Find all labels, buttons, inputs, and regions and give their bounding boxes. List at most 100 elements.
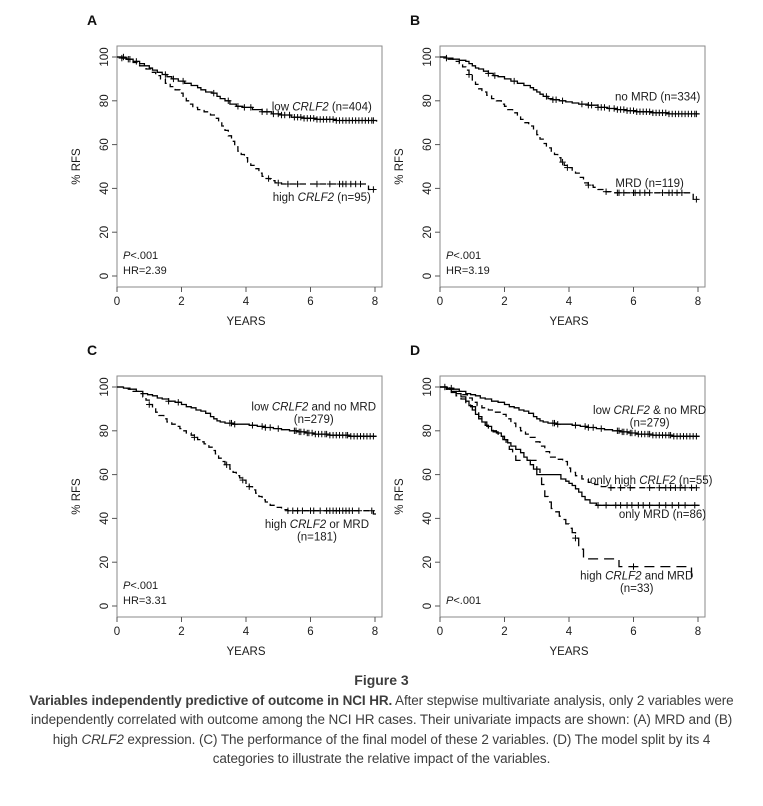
y-tick-label: 40 xyxy=(422,512,434,525)
y-tick-label: 60 xyxy=(422,468,434,481)
x-tick-label: 0 xyxy=(114,626,120,638)
stat-text: P<.001 xyxy=(123,580,158,592)
plot-box xyxy=(116,45,383,288)
y-tick-label: 80 xyxy=(99,94,111,107)
stat-text: HR=3.31 xyxy=(123,595,167,607)
y-tick-label: 60 xyxy=(99,138,111,151)
series-label: (n=33) xyxy=(620,583,654,595)
survival-curve xyxy=(117,386,377,437)
series-label: only MRD (n=86) xyxy=(619,509,706,521)
y-axis-title: % RFS xyxy=(71,148,83,185)
y-tick-label: 60 xyxy=(422,138,434,151)
survival-curve xyxy=(440,386,700,489)
x-tick-label: 4 xyxy=(566,296,573,308)
stat-text: HR=2.39 xyxy=(123,265,167,277)
plot-box xyxy=(116,375,383,618)
y-tick-label: 80 xyxy=(422,94,434,107)
series-label: high CRLF2 and MRD xyxy=(580,570,693,582)
survival-curve xyxy=(117,56,375,191)
caption-segment: Variables independently predictive of ou… xyxy=(29,693,393,708)
x-tick-label: 6 xyxy=(307,296,313,308)
series-label: low CRLF2 (n=404) xyxy=(272,101,372,113)
x-tick-label: 0 xyxy=(437,296,443,308)
survival-curve xyxy=(440,56,700,115)
y-tick-label: 20 xyxy=(422,226,434,239)
x-tick-label: 2 xyxy=(501,296,507,308)
x-tick-label: 8 xyxy=(372,296,378,308)
figure-caption: Figure 3 Variables independently predict… xyxy=(26,672,738,769)
x-tick-label: 2 xyxy=(178,626,184,638)
x-tick-label: 6 xyxy=(630,626,636,638)
panel-b: B 0 2 4 6 8 0 20 40 60 80 100 YEARS% RFS P<.001 HR=3.… xyxy=(381,6,721,330)
x-tick-label: 4 xyxy=(566,626,573,638)
y-axis-title: % RFS xyxy=(394,478,406,515)
panel-c: C 0 2 4 6 8 0 20 40 60 80 100 YEARS% RFS P<.001 HR=3.… xyxy=(58,336,383,660)
stat-text: P<.001 xyxy=(446,250,481,262)
panel-a: A 0 2 4 6 8 0 20 40 60 80 100 YEARS% RFS P<.001 HR=2.… xyxy=(58,6,383,330)
y-tick-label: 40 xyxy=(99,512,111,525)
survival-curve xyxy=(440,386,700,506)
x-axis-title: YEARS xyxy=(550,646,589,658)
figure-page: A 0 2 4 6 8 0 20 40 60 80 100 YEARS% RFS P<.001 HR=2.… xyxy=(0,6,763,769)
series-label: (n=279) xyxy=(294,414,334,426)
y-tick-label: 20 xyxy=(99,556,111,569)
figure-panels: A 0 2 4 6 8 0 20 40 60 80 100 YEARS% RFS P<.001 HR=2.… xyxy=(0,6,763,660)
y-tick-label: 0 xyxy=(99,273,111,279)
y-tick-label: 40 xyxy=(422,182,434,195)
x-axis-title: YEARS xyxy=(227,316,266,328)
series-label: (n=279) xyxy=(630,417,670,429)
x-tick-label: 6 xyxy=(630,296,636,308)
x-tick-label: 4 xyxy=(243,626,250,638)
y-axis-title: % RFS xyxy=(394,148,406,185)
y-tick-label: 20 xyxy=(99,226,111,239)
x-tick-label: 8 xyxy=(695,296,701,308)
x-tick-label: 6 xyxy=(307,626,313,638)
y-axis-title: % RFS xyxy=(71,478,83,515)
survival-curve xyxy=(440,56,698,201)
panel-d: D 0 2 4 6 8 0 20 40 60 80 100 YEARS% RFS P<.001 low C… xyxy=(381,336,721,660)
series-label: no MRD (n=334) xyxy=(615,91,700,103)
x-tick-label: 8 xyxy=(695,626,701,638)
series-label: low CRLF2 & no MRD xyxy=(593,405,706,417)
series-label: MRD (n=119) xyxy=(615,178,684,190)
x-tick-label: 4 xyxy=(243,296,250,308)
survival-curve xyxy=(440,386,700,437)
y-tick-label: 0 xyxy=(99,603,111,609)
x-tick-label: 2 xyxy=(501,626,507,638)
x-axis-title: YEARS xyxy=(550,316,589,328)
survival-curve xyxy=(440,386,697,578)
y-tick-label: 80 xyxy=(422,424,434,437)
x-tick-label: 2 xyxy=(178,296,184,308)
panel-b-letter: B xyxy=(410,12,421,28)
caption-segment: CRLF2 xyxy=(81,731,124,747)
plot-box xyxy=(439,45,706,288)
stat-text: P<.001 xyxy=(446,595,481,607)
plot-box xyxy=(439,375,706,618)
panel-a-letter: A xyxy=(87,12,98,28)
x-tick-label: 0 xyxy=(437,626,443,638)
figure-title: Figure 3 xyxy=(354,672,409,688)
y-tick-label: 40 xyxy=(99,182,111,195)
series-label: high CRLF2 or MRD xyxy=(265,519,369,531)
y-tick-label: 100 xyxy=(99,47,111,66)
series-label: low CRLF2 and no MRD xyxy=(251,402,376,414)
y-tick-label: 0 xyxy=(422,603,434,609)
stat-text: P<.001 xyxy=(123,250,158,262)
caption-segment: expression. (C) The performance of the f… xyxy=(123,731,711,767)
series-label: (n=181) xyxy=(297,531,337,543)
panel-d-letter: D xyxy=(410,342,421,358)
x-tick-label: 0 xyxy=(114,296,120,308)
panel-c-letter: C xyxy=(87,342,98,358)
caption-segment: After stepwise multivariate analysis, on… xyxy=(30,693,734,747)
y-tick-label: 20 xyxy=(422,556,434,569)
y-tick-label: 0 xyxy=(422,273,434,279)
y-tick-label: 100 xyxy=(99,377,111,396)
figure-caption-text: Variables independently predictive of ou… xyxy=(26,691,738,769)
survival-curve xyxy=(117,386,377,515)
y-tick-label: 60 xyxy=(99,468,111,481)
series-label: high CRLF2 (n=95) xyxy=(273,192,371,204)
